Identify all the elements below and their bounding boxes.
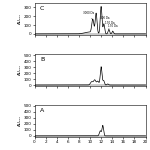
Text: 170 Da: 170 Da [108, 24, 118, 31]
Text: B: B [40, 57, 44, 62]
Text: 3000 Da: 3000 Da [83, 12, 94, 20]
Y-axis label: AU₂₅₄: AU₂₅₄ [18, 64, 22, 75]
Y-axis label: AU₂₅₄: AU₂₅₄ [18, 14, 22, 24]
Text: C: C [40, 6, 44, 11]
Text: 170 Da: 170 Da [105, 21, 114, 30]
Text: 400 Da: 400 Da [100, 16, 109, 24]
Y-axis label: AU₂₅₄: AU₂₅₄ [18, 115, 22, 126]
Text: A: A [40, 108, 44, 113]
